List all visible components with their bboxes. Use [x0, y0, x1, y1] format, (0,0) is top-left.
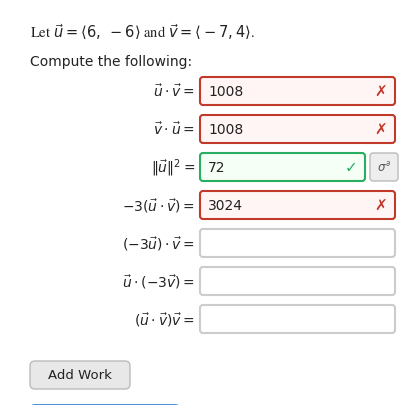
Text: $(\vec{u} \cdot \vec{v})\vec{v} =$: $(\vec{u} \cdot \vec{v})\vec{v} =$	[134, 310, 195, 328]
Text: $\|\vec{u}\|^2 =$: $\|\vec{u}\|^2 =$	[151, 157, 195, 178]
Text: Compute the following:: Compute the following:	[30, 55, 192, 69]
Text: 1008: 1008	[208, 85, 243, 99]
FancyBboxPatch shape	[200, 192, 395, 220]
Text: 72: 72	[208, 161, 226, 175]
FancyBboxPatch shape	[200, 78, 395, 106]
Text: Let $\vec{u} = \langle 6,\; -6 \rangle$ and $\vec{v} = \langle -7, 4 \rangle$.: Let $\vec{u} = \langle 6,\; -6 \rangle$ …	[30, 22, 255, 42]
FancyBboxPatch shape	[200, 153, 365, 181]
Text: $\vec{v} \cdot \vec{u} =$: $\vec{v} \cdot \vec{u} =$	[153, 122, 195, 138]
Text: Add Work: Add Work	[48, 369, 112, 382]
Text: $-3(\vec{u} \cdot \vec{v}) =$: $-3(\vec{u} \cdot \vec{v}) =$	[122, 197, 195, 214]
Text: $\vec{u} \cdot \vec{v} =$: $\vec{u} \cdot \vec{v} =$	[153, 83, 195, 100]
Text: 1008: 1008	[208, 123, 243, 136]
FancyBboxPatch shape	[200, 305, 395, 333]
FancyBboxPatch shape	[200, 230, 395, 257]
FancyBboxPatch shape	[200, 267, 395, 295]
Text: $\vec{u} \cdot (-3\vec{v}) =$: $\vec{u} \cdot (-3\vec{v}) =$	[122, 273, 195, 290]
Text: ✗: ✗	[374, 198, 387, 213]
Text: 3024: 3024	[208, 198, 243, 213]
Text: $\sigma^{\partial}$: $\sigma^{\partial}$	[377, 160, 391, 175]
FancyBboxPatch shape	[370, 153, 398, 181]
Text: ✗: ✗	[374, 122, 387, 137]
FancyBboxPatch shape	[30, 361, 130, 389]
Text: $(-3\vec{u}) \cdot \vec{v} =$: $(-3\vec{u}) \cdot \vec{v} =$	[122, 234, 195, 252]
Text: ✗: ✗	[374, 84, 387, 99]
Text: ✓: ✓	[344, 160, 357, 175]
FancyBboxPatch shape	[200, 116, 395, 144]
FancyBboxPatch shape	[30, 404, 180, 405]
